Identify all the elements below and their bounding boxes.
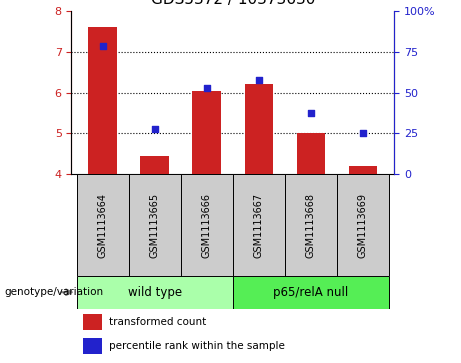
Bar [285,174,337,276]
Point [203,85,211,90]
Text: p65/relA null: p65/relA null [273,286,349,299]
Bar [233,276,389,309]
Bar [129,174,181,276]
Bar [337,174,389,276]
Text: percentile rank within the sample: percentile rank within the sample [109,341,285,351]
Bar [296,133,325,174]
Bar [77,276,233,309]
Point [151,126,159,132]
Bar [77,174,129,276]
Text: GSM1113669: GSM1113669 [358,192,368,258]
Text: GSM1113666: GSM1113666 [202,192,212,258]
Text: GSM1113668: GSM1113668 [306,192,316,258]
Bar [141,156,169,174]
Bar [83,314,102,330]
Bar [181,174,233,276]
Point [359,130,366,136]
Bar [233,174,285,276]
Text: genotype/variation: genotype/variation [5,287,104,297]
Point [99,43,106,49]
Text: GSM1113665: GSM1113665 [150,192,160,258]
Point [307,110,314,116]
Text: wild type: wild type [128,286,182,299]
Bar [244,84,273,174]
Bar [89,27,117,174]
Bar [349,166,377,174]
Text: GSM1113667: GSM1113667 [254,192,264,258]
Text: GSM1113664: GSM1113664 [98,192,108,258]
Bar [83,338,102,354]
Text: transformed count: transformed count [109,317,206,327]
Point [255,77,262,83]
Title: GDS5372 / 10373630: GDS5372 / 10373630 [151,0,315,7]
Bar [193,90,221,174]
